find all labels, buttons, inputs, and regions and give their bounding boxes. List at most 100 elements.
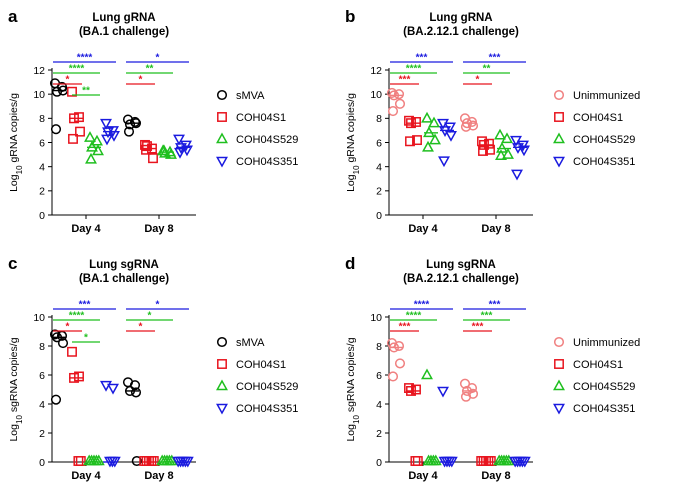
y-axis-label: Log10 sgRNA copies/g: [8, 337, 24, 441]
plot-area: b Lung gRNA (BA.2.12.1 challenge) 0 2 4 6 8 10 12…: [345, 7, 640, 235]
y-tick-label: 4: [39, 161, 45, 173]
significance-bracket: ****: [390, 300, 453, 311]
data-point: [69, 372, 79, 383]
data-point: [460, 121, 472, 132]
y-tick-label: 2: [39, 428, 45, 440]
legend-label-coh04s529: COH04S529: [236, 134, 298, 146]
significance-label: ****: [406, 64, 422, 75]
data-point: [141, 144, 151, 155]
data-point: [485, 456, 496, 466]
data-point: [108, 456, 121, 468]
x-tick-label-day-4: Day 4: [408, 470, 438, 482]
series-coh04s529: [421, 368, 515, 466]
legend-label-coh04s351: COH04S351: [236, 156, 298, 168]
data-point: [148, 456, 159, 466]
data-point: [412, 135, 422, 146]
y-axis-label-suffix: sgRNA copies/g: [345, 337, 357, 415]
data-point: [51, 332, 63, 343]
data-point: [485, 144, 495, 155]
data-point: [518, 145, 530, 157]
legend-marker-coh04s351: [216, 403, 228, 415]
series-coh04s1: [404, 383, 496, 466]
significance-label: ***: [489, 300, 501, 311]
series-smva: [49, 329, 142, 467]
data-point: [147, 143, 157, 154]
series-coh04s1: [404, 115, 495, 156]
significance-bracket: *: [126, 53, 189, 64]
y-tick-label: 6: [376, 137, 382, 149]
significance-bracket: *: [72, 333, 100, 344]
y-tick-label: 8: [39, 113, 45, 125]
panel-d: d Lung sgRNA(BA.2.12.1 challenge)0246810L…: [345, 254, 640, 482]
data-point: [478, 146, 488, 156]
significance-label: ***: [481, 311, 493, 322]
legend-marker-coh04s351: [553, 403, 565, 415]
data-point: [393, 340, 405, 352]
data-point: [165, 454, 178, 466]
y-tick-label: 12: [370, 65, 382, 77]
data-point: [496, 141, 508, 153]
significance-bracket: ***: [463, 322, 492, 333]
y-axis-label-prefix: Log: [345, 174, 357, 192]
data-point: [429, 133, 441, 145]
plot-area: a Lung gRNA(BA.1 challenge)024681012Log10…: [8, 7, 298, 235]
legend-marker-coh04s529: [216, 379, 228, 391]
legend-label-coh04s529: COH04S529: [573, 134, 635, 146]
data-point: [107, 383, 119, 395]
data-point: [386, 87, 398, 99]
data-point: [404, 383, 414, 394]
y-axis-label-suffix: gRNA copies/g: [8, 93, 20, 166]
legend-label-coh04s351: COH04S351: [236, 403, 298, 415]
data-point: [148, 153, 158, 164]
data-point: [461, 385, 473, 396]
significance-bracket: *: [126, 322, 155, 333]
data-point: [388, 342, 400, 353]
y-axis-label-sub: 10: [15, 165, 24, 174]
data-point: [494, 128, 506, 140]
data-point: [173, 134, 185, 146]
data-point: [387, 106, 399, 117]
significance-label: ****: [406, 311, 422, 322]
data-point: [124, 385, 136, 396]
legend-label-smva: sMVA: [236, 337, 265, 349]
data-point: [101, 134, 113, 146]
significance-bracket: *: [126, 311, 173, 322]
y-axis-label-suffix: sgRNA copies/g: [8, 337, 20, 415]
data-point: [100, 118, 112, 130]
legend-marker-coh04s529: [216, 132, 228, 144]
legend-label-coh04s529: COH04S529: [573, 381, 635, 393]
data-point: [124, 119, 136, 130]
chart-title: Lung gRNA: [429, 12, 492, 24]
data-point: [484, 138, 494, 149]
data-point: [92, 454, 105, 466]
y-tick-label: 4: [39, 399, 45, 411]
y-tick-label: 2: [39, 186, 45, 198]
data-point: [74, 112, 84, 123]
significance-label: ****: [414, 300, 430, 311]
legend-marker-smva: [216, 336, 228, 348]
y-tick-label: 12: [33, 65, 45, 77]
significance-label: *: [139, 322, 143, 333]
legend-label-unimmunized: Unimmunized: [573, 337, 640, 349]
significance-label: *: [66, 322, 70, 333]
data-point: [501, 132, 513, 144]
data-point: [75, 126, 85, 137]
series-unimmunized: [386, 338, 479, 402]
data-point: [73, 456, 84, 466]
data-point: [445, 456, 458, 468]
legend-label-smva: sMVA: [236, 90, 265, 102]
y-tick-label: 0: [39, 210, 45, 222]
y-tick-label: 10: [370, 89, 382, 101]
legend-marker-unimmunized: [553, 89, 565, 101]
series-coh04s351: [100, 118, 193, 159]
significance-label: ****: [77, 53, 93, 64]
series-coh04s529: [83, 454, 178, 466]
significance-label: ****: [69, 64, 85, 75]
data-point: [412, 456, 423, 466]
y-axis-label-prefix: Log: [345, 424, 357, 442]
data-point: [86, 140, 98, 152]
legend-label-coh04s351: COH04S351: [573, 403, 635, 415]
data-point: [406, 118, 416, 129]
x-tick-label-day-4: Day 4: [408, 223, 438, 235]
